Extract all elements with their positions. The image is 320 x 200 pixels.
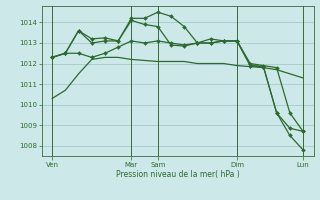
X-axis label: Pression niveau de la mer( hPa ): Pression niveau de la mer( hPa ) [116, 170, 239, 179]
